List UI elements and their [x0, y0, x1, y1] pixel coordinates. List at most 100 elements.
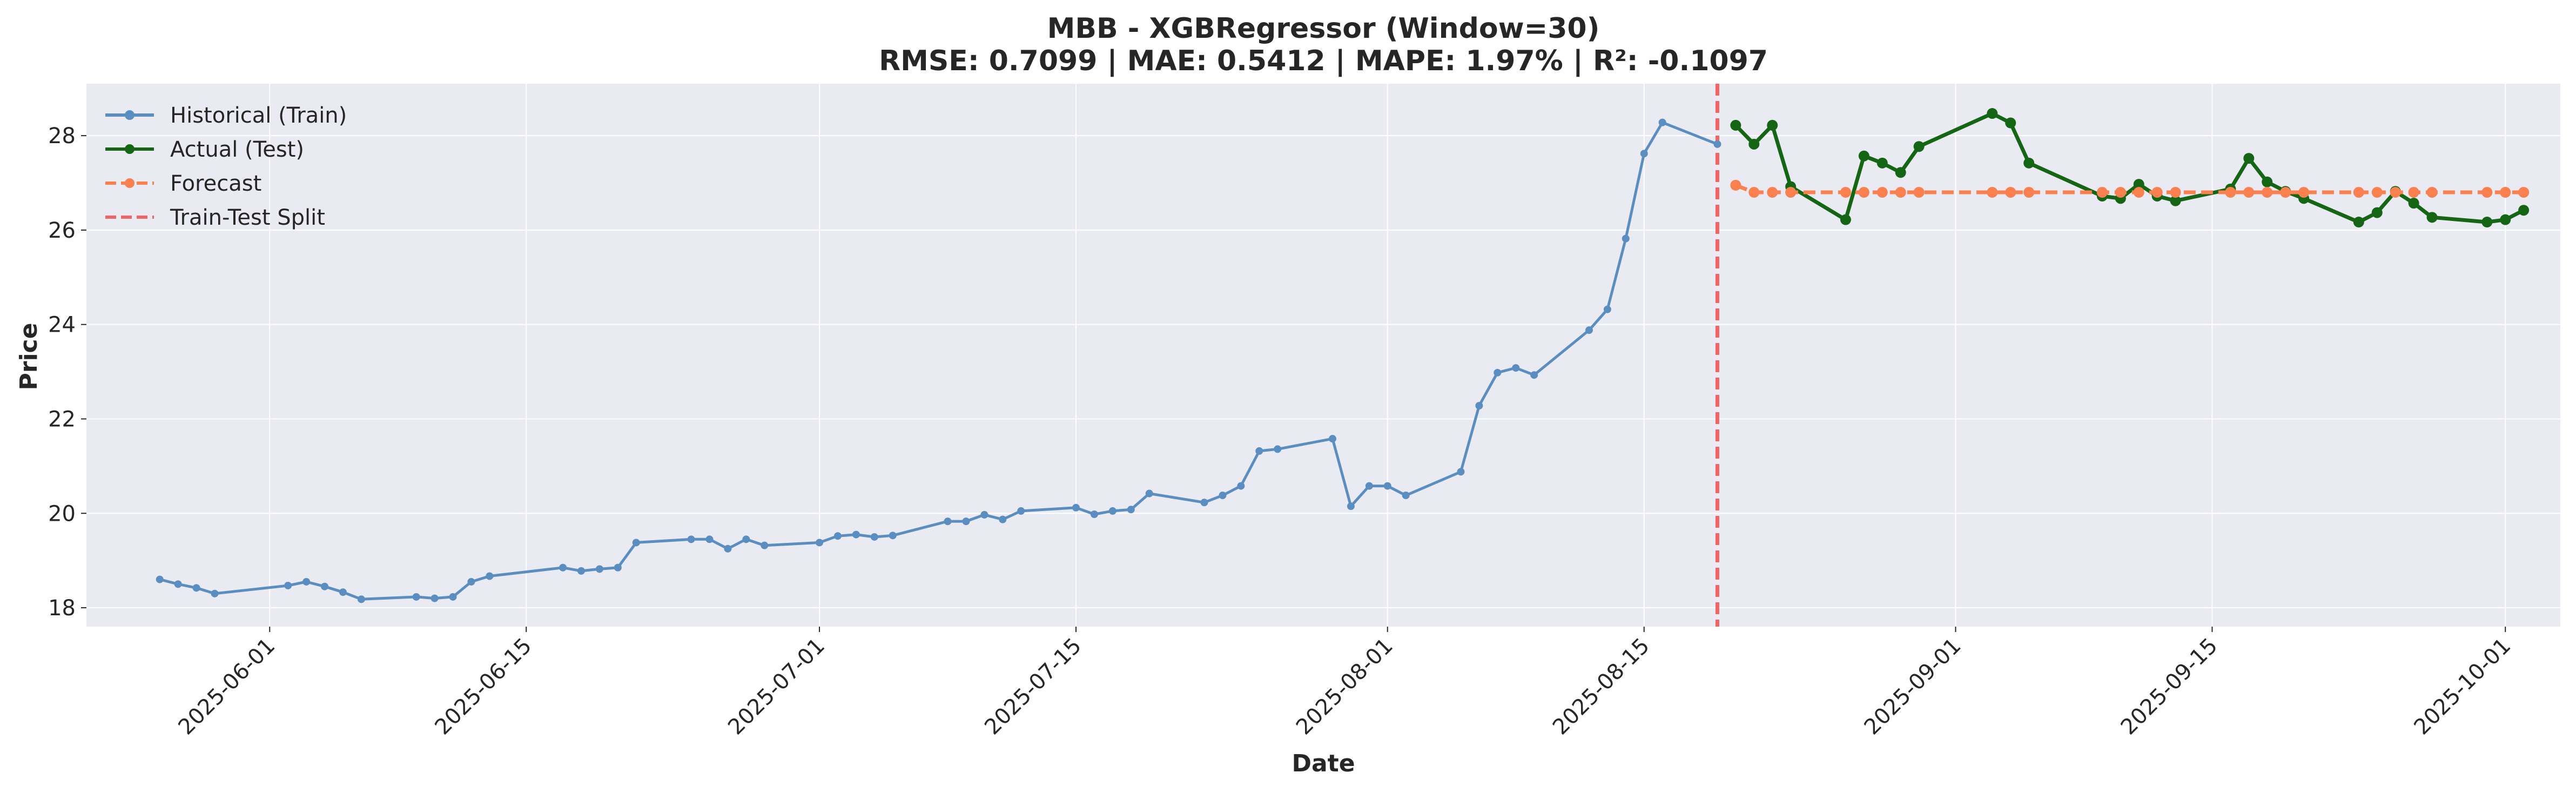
data-point: [1347, 502, 1355, 510]
data-point: [2481, 217, 2493, 228]
x-tick-label: 2025-09-01: [1860, 634, 1966, 740]
data-point: [1457, 468, 1465, 476]
data-point: [321, 582, 329, 590]
data-point: [2426, 187, 2438, 198]
legend-label: Actual (Test): [170, 137, 304, 162]
x-tick-label: 2025-06-01: [173, 634, 280, 740]
data-point: [1987, 187, 1998, 198]
data-point: [174, 580, 182, 588]
data-point: [1512, 364, 1520, 372]
data-point: [2023, 187, 2035, 198]
chart-subtitle: RMSE: 0.7099 | MAE: 0.5412 | MAPE: 1.97%…: [879, 45, 1768, 77]
data-point: [1328, 435, 1336, 443]
data-point: [687, 535, 695, 543]
data-point: [2481, 187, 2493, 198]
data-point: [1108, 507, 1117, 515]
data-point: [2262, 176, 2273, 187]
data-point: [1090, 510, 1098, 519]
data-point: [870, 533, 878, 541]
data-point: [614, 563, 622, 572]
data-point: [944, 518, 952, 526]
data-point: [1402, 492, 1410, 500]
data-point: [1748, 187, 1760, 198]
data-point: [1895, 187, 1906, 198]
data-point: [211, 589, 219, 597]
data-point: [1913, 187, 1925, 198]
x-tick-label: 2025-09-15: [2116, 634, 2223, 740]
data-point: [2408, 198, 2419, 209]
data-point: [1383, 482, 1391, 490]
data-point: [2133, 187, 2144, 198]
data-point: [559, 563, 567, 572]
data-point: [2115, 187, 2126, 198]
x-tick-label: 2025-08-01: [1292, 634, 1398, 740]
data-point: [2518, 187, 2530, 198]
grid-lines: [86, 84, 2560, 627]
data-point: [2518, 205, 2530, 216]
x-tick-label: 2025-06-15: [430, 634, 536, 740]
data-point: [1274, 445, 1282, 453]
x-axis-ticks: 2025-06-01 2025-06-15 2025-07-01 2025-07-15…: [173, 627, 2516, 740]
data-point: [2371, 187, 2383, 198]
data-point: [2353, 187, 2364, 198]
data-point: [486, 572, 494, 580]
data-point: [2500, 214, 2511, 225]
data-point: [2225, 187, 2236, 198]
data-point: [595, 565, 603, 573]
data-point: [724, 545, 732, 553]
data-point: [577, 567, 585, 575]
data-point: [357, 595, 365, 603]
x-tick-label: 2025-10-01: [2409, 634, 2516, 740]
data-point: [1200, 499, 1208, 507]
data-point: [1730, 179, 1741, 191]
data-point: [2023, 157, 2035, 169]
y-tick-label: 24: [48, 313, 76, 338]
data-point: [1072, 503, 1080, 512]
data-point: [1658, 118, 1666, 126]
x-tick-label: 2025-07-15: [980, 634, 1086, 740]
data-point: [632, 539, 640, 547]
data-point: [742, 535, 750, 543]
data-point: [889, 532, 897, 540]
data-point: [833, 532, 842, 540]
y-tick-label: 18: [48, 596, 76, 621]
data-point: [1145, 489, 1153, 498]
data-point: [1858, 187, 1869, 198]
data-point: [449, 593, 457, 601]
data-point: [431, 594, 439, 602]
data-point: [1767, 119, 1778, 131]
data-point: [2353, 217, 2364, 228]
data-point: [962, 518, 970, 526]
data-point: [1840, 214, 1851, 225]
data-point: [412, 593, 420, 601]
data-point: [1475, 402, 1483, 410]
data-point: [2243, 153, 2255, 164]
data-point: [2426, 212, 2438, 223]
data-point: [1713, 140, 1721, 148]
data-point: [2170, 187, 2181, 198]
data-point: [2298, 187, 2310, 198]
data-point: [1585, 326, 1593, 334]
data-point: [852, 530, 860, 539]
y-tick-label: 20: [48, 501, 76, 526]
data-point: [192, 584, 200, 592]
data-point: [2243, 187, 2255, 198]
data-point: [2408, 187, 2419, 198]
legend-item: Actual (Test): [105, 137, 304, 162]
data-point: [1530, 371, 1538, 379]
data-point: [1603, 305, 1611, 313]
legend-marker: [125, 144, 134, 154]
data-point: [284, 581, 292, 589]
x-axis-label: Date: [1292, 750, 1355, 777]
y-axis-label: Price: [15, 323, 43, 391]
data-point: [2500, 187, 2511, 198]
data-point: [1767, 187, 1778, 198]
legend-marker: [125, 110, 134, 120]
data-point: [2170, 195, 2181, 206]
data-point: [156, 575, 164, 583]
data-point: [2280, 187, 2291, 198]
legend-marker: [125, 178, 134, 188]
legend-label: Forecast: [170, 171, 261, 196]
data-point: [1895, 167, 1906, 178]
